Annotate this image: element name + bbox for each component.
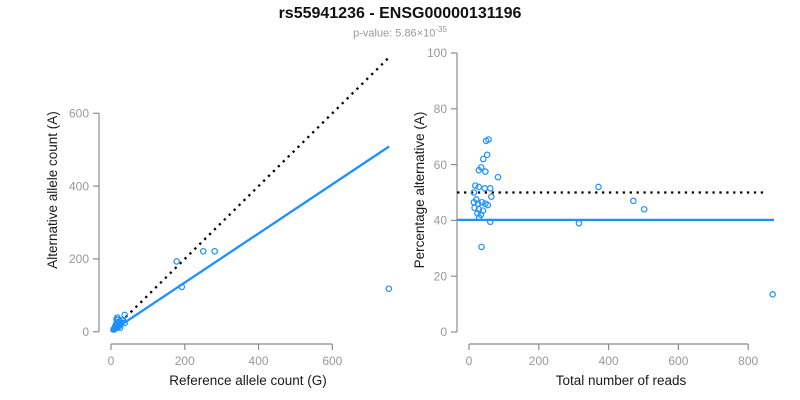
right-y-axis-title: Percentage alternative (A): [412, 112, 427, 269]
left-data-point: [199, 247, 207, 255]
right-data-point: [630, 197, 637, 205]
right-data-point: [471, 182, 479, 189]
right-x-tick-label: 200: [529, 354, 549, 368]
left-x-tick-label: 600: [322, 354, 342, 368]
left-x-tick-label: 400: [249, 354, 269, 368]
right-data-point: [640, 205, 648, 213]
right-data-point: [481, 185, 489, 192]
right-data-point: [478, 198, 486, 206]
left-y-axis-title: Alternative allele count (A): [45, 111, 60, 269]
right-data-point: [484, 201, 492, 209]
right-data-point: [488, 193, 495, 200]
left-x-tick-label: 0: [108, 354, 115, 368]
right-data-point: [486, 218, 494, 226]
right-data-point: [595, 183, 602, 191]
right-y-tick-label: 100: [427, 46, 447, 60]
right-data-point: [575, 219, 583, 227]
left-data-point: [178, 283, 186, 291]
right-data-point: [470, 189, 478, 196]
right-x-tick-label: 0: [466, 354, 473, 368]
left-y-tick-label: 600: [69, 107, 89, 121]
figure-title: rs55941236 - ENSG00000131196: [278, 5, 522, 22]
right-data-point: [485, 136, 492, 143]
right-data-point: [475, 205, 483, 213]
right-data-point: [483, 151, 491, 159]
right-y-tick-label: 40: [434, 214, 448, 228]
right-data-point: [486, 185, 494, 192]
right-data-point: [471, 204, 478, 212]
right-data-point: [494, 173, 502, 181]
right-y-tick-label: 0: [440, 325, 447, 339]
left-x-axis-title: Reference allele count (G): [169, 373, 327, 388]
right-x-axis-title: Total number of reads: [556, 373, 687, 388]
right-x-tick-label: 800: [738, 354, 758, 368]
right-y-tick-label: 80: [434, 102, 448, 116]
left-data-point: [173, 258, 180, 265]
right-data-point: [475, 214, 483, 221]
left-data-point: [116, 324, 124, 331]
right-y-tick-label: 20: [434, 269, 448, 283]
right-y-tick-label: 60: [434, 158, 448, 172]
right-x-tick-label: 400: [599, 354, 619, 368]
right-x-tick-label: 600: [668, 354, 688, 368]
figure-subtitle: p-value: 5.86×10-35: [0, 25, 800, 40]
p-value-text: p-value: 5.86×10: [353, 27, 436, 40]
right-data-point: [475, 183, 483, 191]
right-data-point: [478, 243, 485, 251]
left-y-tick-label: 200: [69, 252, 89, 266]
left-data-point: [385, 285, 393, 293]
p-value-exponent: -35: [435, 25, 447, 34]
right-data-point: [769, 291, 776, 298]
left-data-point: [113, 324, 121, 331]
identity-line: [110, 56, 390, 333]
left-x-tick-label: 200: [175, 354, 195, 368]
left-data-point: [211, 247, 218, 255]
left-data-point: [121, 319, 128, 327]
right-data-point: [482, 168, 489, 175]
right-data-point: [475, 166, 483, 174]
left-y-tick-label: 400: [69, 179, 89, 193]
fit-line: [110, 145, 390, 333]
left-y-tick-label: 0: [82, 325, 89, 339]
right-data-point: [480, 155, 487, 163]
